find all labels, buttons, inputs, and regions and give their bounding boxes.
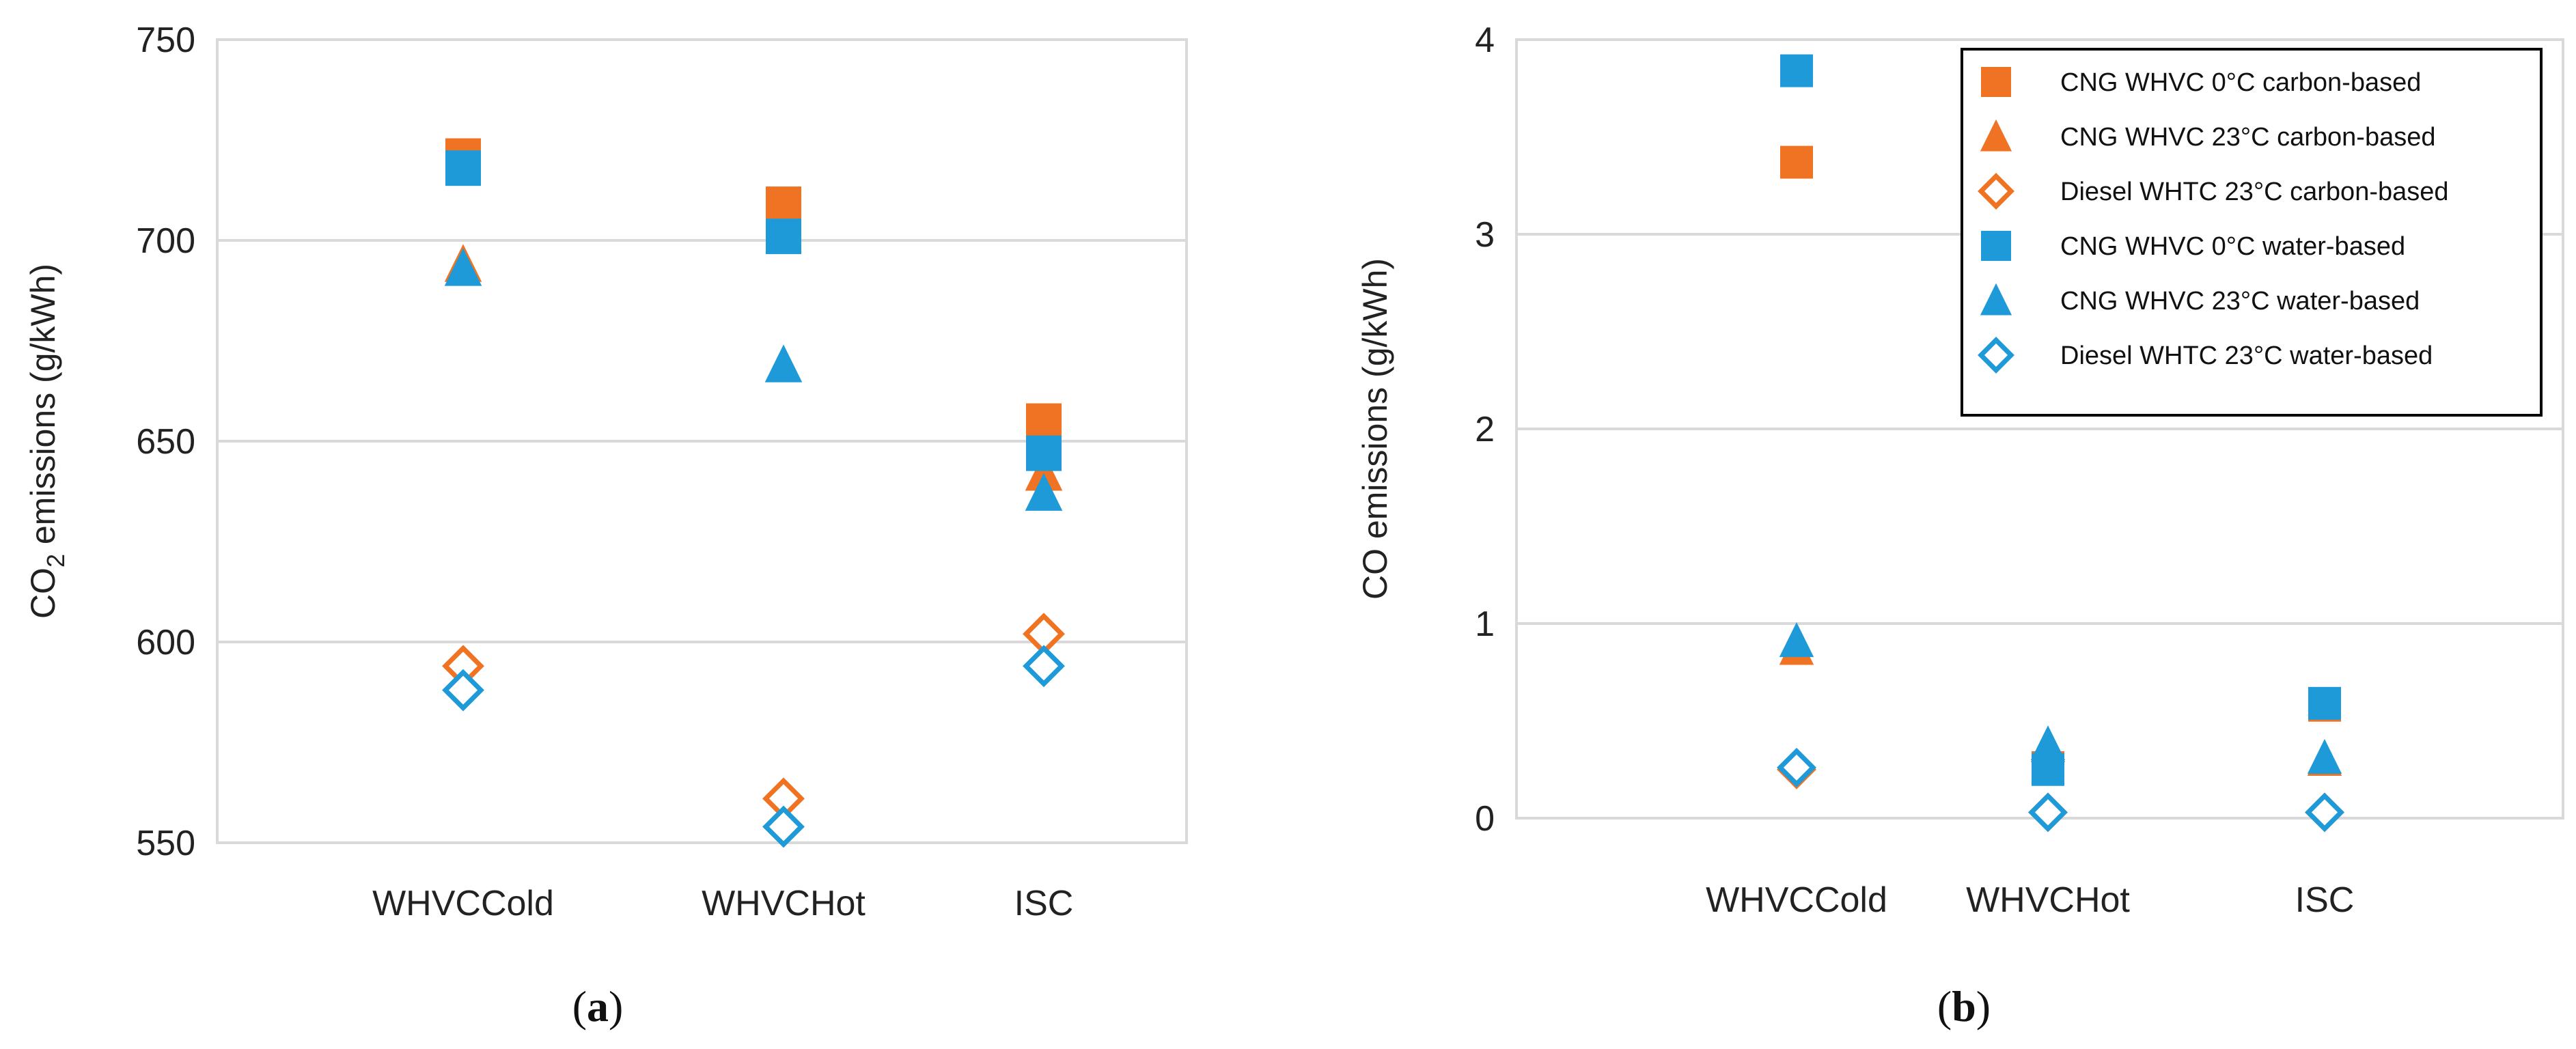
data-point-diesel-whtc-23c-water-based-isc <box>2305 792 2344 833</box>
data-point-cng-whvc-23c-carbon-based-isc <box>1025 453 1063 491</box>
x-tick-label: WHVCHot <box>1966 880 2130 920</box>
x-tick-label: WHVCCold <box>372 884 554 923</box>
data-point-cng-whvc-0c-carbon-based-whvchot <box>766 186 801 223</box>
legend-marker-cng-whvc-0c-carbon-based <box>1981 67 2011 97</box>
y-tick-label: 4 <box>1475 20 1495 60</box>
legend-box <box>1961 48 2543 417</box>
y-tick-label: 2 <box>1475 410 1495 449</box>
data-point-cng-whvc-23c-water-based-whvccold <box>444 248 482 286</box>
grid-a <box>217 239 1187 643</box>
legend-label: CNG WHVC 23°C carbon-based <box>2060 123 2436 152</box>
data-point-diesel-whtc-23c-water-based-whvccold <box>442 669 484 712</box>
data-point-cng-whvc-23c-water-based-whvchot <box>764 344 803 382</box>
x-axis-b: WHVCCold WHVCHot ISC <box>1706 880 2354 920</box>
data-point-cng-whvc-0c-water-based-isc <box>2308 686 2341 720</box>
x-axis-a: WHVCCold WHVCHot ISC <box>372 884 1073 923</box>
legend-items: CNG WHVC 0°C carbon-based CNG WHVC 23°C c… <box>1978 67 2449 374</box>
y-tick-label: 600 <box>136 623 195 662</box>
data-point-cng-whvc-23c-water-based-isc <box>1025 473 1063 511</box>
legend-label: Diesel WHTC 23°C water-based <box>2060 341 2433 370</box>
chart-panel-b: 0 1 2 3 4 WHVCCold WHVCHot ISC CO emissions (g… <box>1356 20 2564 1031</box>
y-tick-label: 750 <box>136 20 195 60</box>
x-tick-label: WHVCCold <box>1706 880 1887 920</box>
x-tick-label: WHVCHot <box>702 884 865 923</box>
caption-a: (a) <box>572 982 624 1031</box>
data-point-cng-whvc-23c-water-based-whvccold <box>1779 622 1814 658</box>
data-point-cng-whvc-23c-water-based-whvchot <box>2030 725 2066 761</box>
legend-marker-cng-whvc-23c-water-based <box>1980 283 2012 316</box>
y-tick-label: 700 <box>136 221 195 261</box>
x-tick-label: ISC <box>2295 880 2355 920</box>
caption-b: (b) <box>1937 982 1991 1031</box>
data-point-cng-whvc-0c-carbon-based-whvccold <box>1780 145 1813 179</box>
data-point-diesel-whtc-23c-water-based-whvchot <box>762 805 805 848</box>
y-tick-label: 1 <box>1475 604 1495 644</box>
data-point-cng-whvc-0c-water-based-whvchot <box>766 219 801 255</box>
data-point-diesel-whtc-23c-water-based-isc <box>1023 645 1065 688</box>
data-point-cng-whvc-23c-water-based-isc <box>2307 739 2342 774</box>
legend-marker-cng-whvc-23c-carbon-based <box>1980 119 2012 152</box>
legend-label: CNG WHVC 23°C water-based <box>2060 287 2420 316</box>
data-point-cng-whvc-0c-water-based-isc <box>1026 435 1062 471</box>
legend-marker-diesel-whtc-23c-carbon-based <box>1978 173 2014 210</box>
y-axis-a: 550 600 650 700 750 <box>136 20 195 863</box>
chart-panel-a: 550 600 650 700 750 WHVCCold WHVCHot ISC CO2 e… <box>24 20 1188 1031</box>
legend-label: CNG WHVC 0°C water-based <box>2060 232 2405 261</box>
data-point-diesel-whtc-23c-water-based-whvccold <box>1777 747 1816 787</box>
legend-label: CNG WHVC 0°C carbon-based <box>2060 68 2421 97</box>
legend: CNG WHVC 0°C carbon-based CNG WHVC 23°C c… <box>1961 48 2543 417</box>
y-axis-label-a: CO2 emissions (g/kWh) <box>24 264 70 619</box>
y-axis-b: 0 1 2 3 4 <box>1475 20 1495 839</box>
x-tick-label: ISC <box>1014 884 1074 923</box>
legend-label: Diesel WHTC 23°C carbon-based <box>2060 178 2449 206</box>
data-point-cng-whvc-0c-water-based-whvccold <box>1780 54 1813 87</box>
data-point-diesel-whtc-23c-water-based-whvchot <box>2028 792 2068 833</box>
legend-marker-cng-whvc-0c-water-based <box>1981 231 2011 261</box>
series-marks-a <box>442 138 1065 848</box>
data-point-cng-whvc-0c-water-based-whvccold <box>445 150 481 186</box>
legend-marker-diesel-whtc-23c-water-based <box>1978 337 2014 374</box>
y-tick-label: 0 <box>1475 799 1495 839</box>
y-axis-label-b: CO emissions (g/kWh) <box>1356 258 1394 600</box>
y-tick-label: 650 <box>136 422 195 462</box>
data-point-cng-whvc-0c-carbon-based-isc <box>1026 403 1062 439</box>
series-marks-b <box>1777 54 2344 833</box>
y-tick-label: 3 <box>1475 215 1495 255</box>
y-tick-label: 550 <box>136 824 195 863</box>
